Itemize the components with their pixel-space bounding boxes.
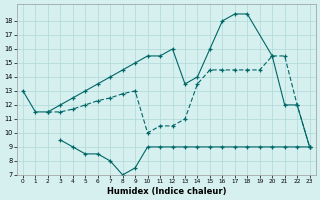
X-axis label: Humidex (Indice chaleur): Humidex (Indice chaleur)	[107, 187, 226, 196]
